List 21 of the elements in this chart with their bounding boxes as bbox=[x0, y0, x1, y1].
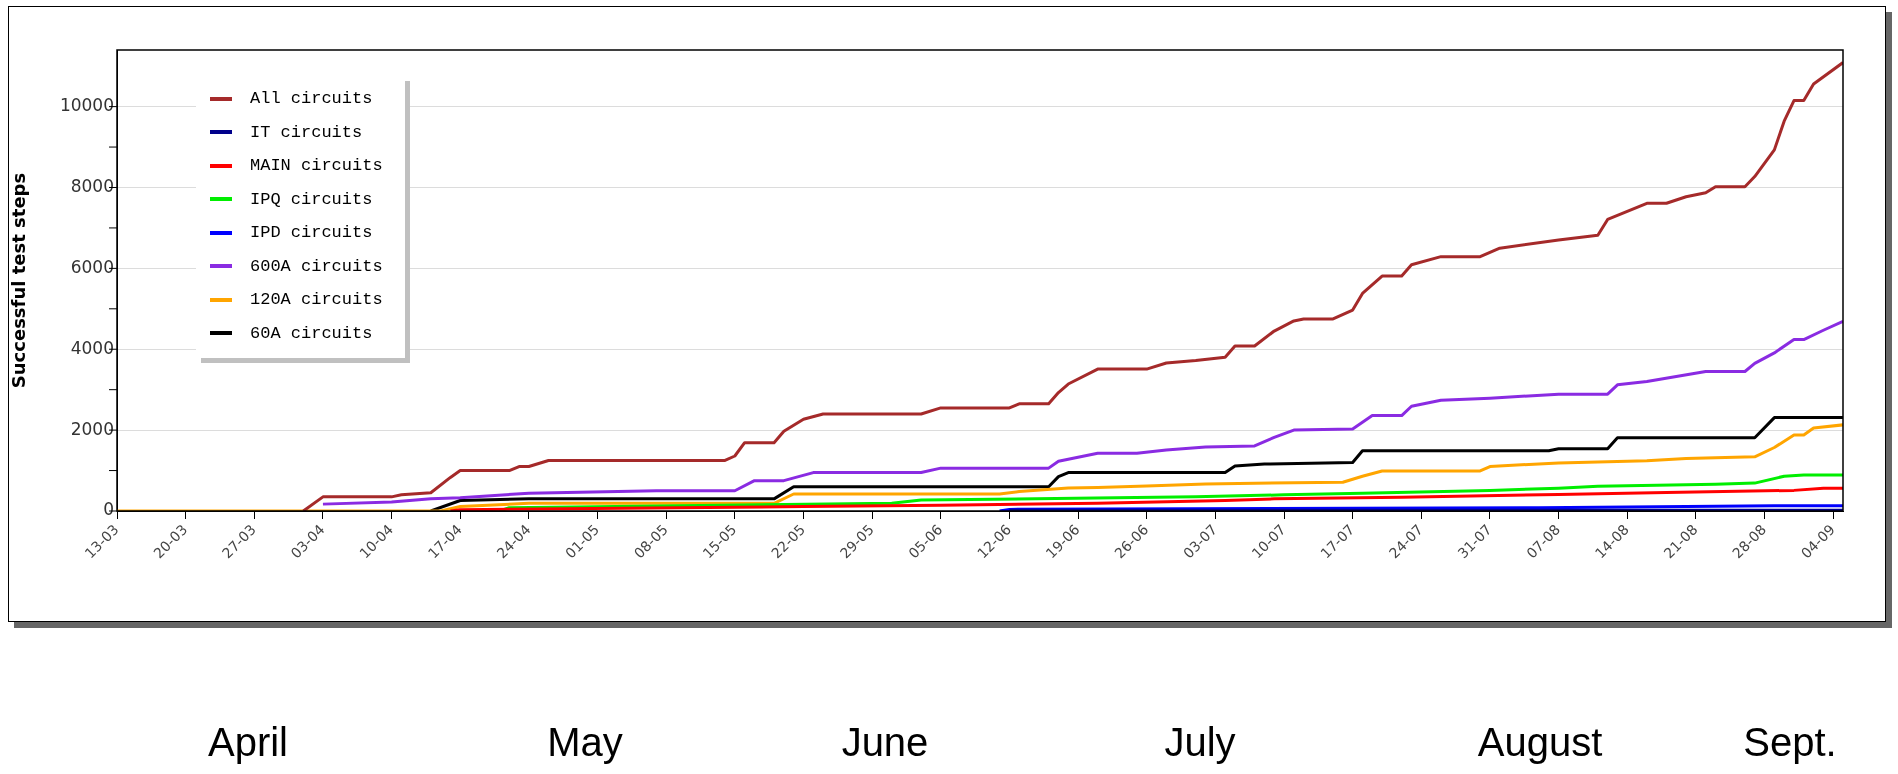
legend-label: 120A circuits bbox=[250, 290, 383, 310]
y-tick-label: 6000 bbox=[70, 256, 114, 277]
legend-label: IPD circuits bbox=[250, 223, 373, 243]
legend-label: 600A circuits bbox=[250, 256, 383, 276]
text: April bbox=[207, 720, 289, 765]
legend-label: MAIN circuits bbox=[250, 156, 383, 176]
text: Sept. bbox=[1743, 720, 1837, 765]
y-tick-label: 10000 bbox=[59, 95, 114, 116]
legend-label: All circuits bbox=[250, 89, 373, 109]
text: May bbox=[547, 720, 623, 765]
text: August bbox=[1477, 720, 1603, 765]
y-tick-label: 0 bbox=[103, 499, 114, 520]
text: June bbox=[841, 720, 929, 765]
y-tick-label: 2000 bbox=[70, 418, 114, 439]
y-tick-label: 4000 bbox=[70, 337, 114, 358]
legend-label: IPQ circuits bbox=[250, 189, 373, 209]
text: July bbox=[1164, 720, 1236, 765]
legend-label: IT circuits bbox=[250, 122, 363, 142]
y-axis-title: Successful test steps bbox=[8, 172, 30, 389]
y-tick-label: 8000 bbox=[70, 175, 114, 196]
legend-label: 60A circuits bbox=[250, 323, 373, 343]
